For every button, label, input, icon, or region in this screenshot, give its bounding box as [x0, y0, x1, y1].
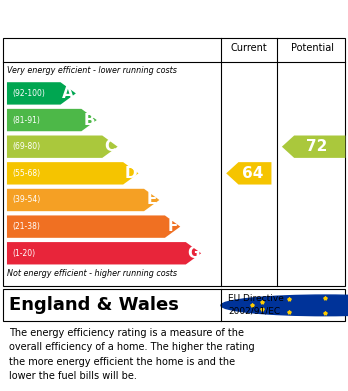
Text: (92-100): (92-100) [12, 89, 45, 98]
Text: C: C [104, 139, 116, 154]
Text: Very energy efficient - lower running costs: Very energy efficient - lower running co… [7, 66, 177, 75]
Text: 72: 72 [307, 139, 328, 154]
Polygon shape [7, 242, 201, 264]
Polygon shape [7, 109, 97, 131]
Polygon shape [7, 162, 139, 185]
Polygon shape [7, 189, 159, 211]
Circle shape [221, 295, 348, 316]
Text: Potential: Potential [291, 43, 334, 53]
Text: England & Wales: England & Wales [9, 296, 179, 314]
Text: Current: Current [230, 43, 267, 53]
Text: F: F [167, 219, 178, 234]
Text: (21-38): (21-38) [12, 222, 40, 231]
Polygon shape [7, 136, 118, 158]
Text: D: D [125, 166, 137, 181]
Text: E: E [147, 192, 157, 208]
Text: (55-68): (55-68) [12, 169, 40, 178]
Text: G: G [187, 246, 200, 261]
Text: (1-20): (1-20) [12, 249, 35, 258]
Text: B: B [83, 113, 95, 127]
Text: (69-80): (69-80) [12, 142, 40, 151]
Text: (81-91): (81-91) [12, 116, 40, 125]
Text: 64: 64 [242, 166, 263, 181]
Text: A: A [62, 86, 74, 101]
Text: The energy efficiency rating is a measure of the
overall efficiency of a home. T: The energy efficiency rating is a measur… [9, 328, 254, 381]
Text: Not energy efficient - higher running costs: Not energy efficient - higher running co… [7, 269, 177, 278]
Polygon shape [7, 82, 76, 105]
Polygon shape [226, 162, 271, 185]
Text: (39-54): (39-54) [12, 196, 40, 204]
Text: Energy Efficiency Rating: Energy Efficiency Rating [9, 10, 219, 25]
Polygon shape [282, 136, 346, 158]
Text: EU Directive
2002/91/EC: EU Directive 2002/91/EC [228, 294, 284, 315]
Polygon shape [7, 215, 180, 238]
